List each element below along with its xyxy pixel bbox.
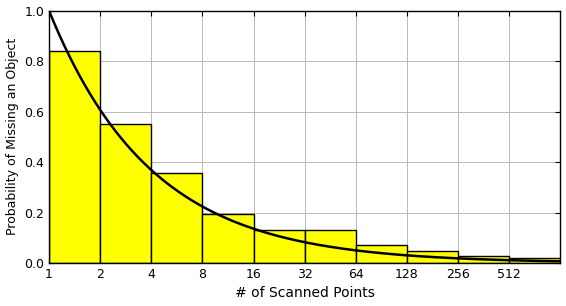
Bar: [509, 259, 560, 263]
Bar: [254, 230, 305, 263]
Y-axis label: Probability of Missing an Object: Probability of Missing an Object: [6, 38, 19, 235]
Bar: [458, 256, 509, 263]
Bar: [407, 251, 458, 263]
Bar: [49, 51, 100, 263]
Bar: [305, 230, 356, 263]
Bar: [356, 245, 407, 263]
Bar: [151, 174, 203, 263]
Bar: [100, 124, 151, 263]
Bar: [203, 214, 254, 263]
X-axis label: # of Scanned Points: # of Scanned Points: [235, 286, 375, 300]
